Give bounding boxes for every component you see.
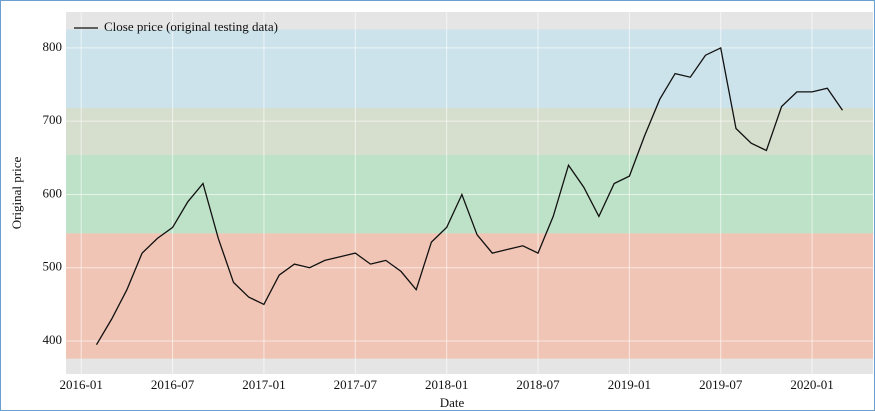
x-tick-label: 2018-07 (516, 377, 560, 392)
legend-label: Close price (original testing data) (104, 19, 278, 34)
x-axis-label: Date (440, 395, 465, 410)
x-tick-label: 2017-07 (334, 377, 378, 392)
y-tick-label: 800 (43, 39, 63, 54)
band (66, 233, 873, 359)
y-tick-label: 400 (43, 332, 63, 347)
x-tick-label: 2016-07 (151, 377, 195, 392)
x-tick-label: 2019-01 (608, 377, 651, 392)
y-tick-label: 600 (43, 185, 63, 200)
x-tick-label: 2016-01 (60, 377, 103, 392)
x-tick-label: 2020-01 (790, 377, 833, 392)
y-axis-label: Original price (9, 156, 24, 229)
y-tick-label: 500 (43, 259, 63, 274)
x-tick-label: 2017-01 (242, 377, 285, 392)
x-tick-label: 2018-01 (425, 377, 468, 392)
price-line (95, 46, 844, 346)
x-tick-label: 2019-07 (699, 377, 743, 392)
band (66, 29, 873, 108)
y-tick-label: 700 (43, 112, 63, 127)
band (66, 107, 873, 155)
